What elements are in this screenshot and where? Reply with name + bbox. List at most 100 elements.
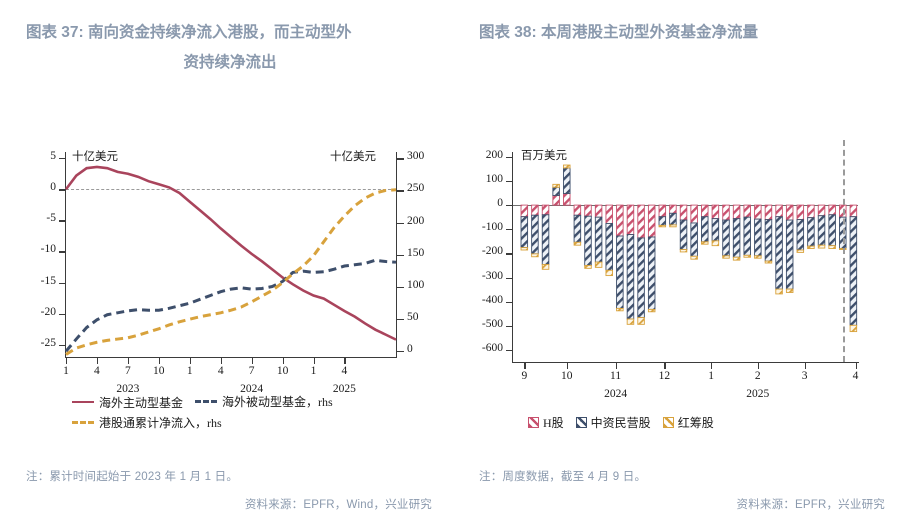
x-tick: [189, 357, 192, 364]
bar-segment-红筹股: [711, 240, 720, 247]
x-tick: [615, 362, 617, 369]
x-tick-label: 1: [708, 370, 714, 382]
bar-segment-H股: [754, 204, 762, 220]
bar-segment-红筹股: [531, 253, 539, 258]
bar-segment-红筹股: [605, 269, 613, 277]
x-tick: [251, 357, 253, 364]
bar-segment-H股: [541, 204, 550, 216]
bar-group: [584, 204, 592, 269]
y-tick: [506, 253, 513, 255]
bar-segment-中资民营股: [849, 216, 858, 326]
y-tick: [506, 301, 513, 303]
x-year-label: 2024: [604, 388, 628, 400]
y-tick-label: -400: [481, 293, 503, 306]
line-series-1: [64, 165, 397, 341]
bar-segment-H股: [828, 204, 836, 216]
bar-segment-中资民营股: [594, 216, 603, 263]
right-y-tick: [397, 318, 404, 320]
right-y-tick: [397, 158, 404, 160]
x-tick: [804, 362, 806, 369]
bar-group: [616, 204, 624, 312]
figure-37-title-line1: 图表 37: 南向资金持续净流入港股，而主动型外: [26, 24, 352, 41]
bar-group: [552, 183, 560, 206]
figure-37-title-line2: 资持续净流出: [183, 54, 277, 71]
right-y-tick-label: 100: [407, 278, 425, 291]
legend-item-3: 港股通累计净流入，rhs: [72, 414, 222, 431]
right-y-tick: [397, 254, 404, 256]
bar-segment-红筹股: [669, 224, 677, 228]
bar-segment-红筹股: [584, 264, 592, 269]
bar-segment-中资民营股: [764, 219, 773, 262]
bar-group: [563, 164, 571, 206]
bar-segment-中资民营股: [796, 219, 805, 251]
legend-item-2: 海外被动型基金，rhs: [195, 393, 333, 410]
x-tick-label: 12: [658, 370, 671, 382]
x-tick-label: 3: [801, 370, 808, 382]
legend-swatch-2: [575, 417, 587, 428]
x-tick-label: 2: [754, 370, 761, 382]
x-tick: [757, 362, 760, 369]
right-y-tick-label: 200: [407, 214, 425, 227]
bar-segment-中资民营股: [754, 218, 762, 257]
left-y-tick: [59, 313, 66, 315]
x-tick: [127, 357, 130, 364]
bar-segment-红筹股: [679, 249, 688, 253]
bar-segment-中资民营股: [647, 236, 656, 310]
bar-segment-红筹股: [732, 256, 741, 261]
bar-segment-H股: [626, 204, 635, 235]
x-axis: [512, 362, 859, 364]
bar-segment-H股: [807, 204, 815, 219]
bar-segment-中资民营股: [616, 235, 624, 309]
right-y-tick: [397, 190, 404, 192]
bar-segment-中资民营股: [541, 214, 550, 265]
bar-segment-H股: [531, 204, 539, 216]
y-tick-label: -500: [481, 317, 503, 330]
right-y-axis: [396, 152, 398, 357]
bar-segment-红筹股: [626, 318, 635, 325]
figure-38-source: 资料来源：EPFR，兴业研究: [736, 499, 885, 511]
x-tick-label: 7: [248, 365, 255, 377]
y-tick: [506, 349, 513, 352]
bar-segment-红筹股: [785, 288, 794, 293]
bar-segment-中资民营股: [690, 222, 698, 257]
bar-segment-H股: [584, 204, 592, 217]
x-tick: [220, 357, 222, 364]
figure-38-note: 注：周度数据，截至 4 月 9 日。: [479, 471, 647, 483]
legend-label-2: 中资民营股: [590, 416, 651, 430]
bar-group: [520, 204, 529, 251]
bar-segment-中资民营股: [552, 186, 560, 196]
figure-38-panel: 图表 38: 本周港股主动型外资基金净流量 200 100 0 -100 -200 -30…: [453, 0, 905, 529]
x-tick: [344, 357, 346, 364]
left-y-tick: [59, 282, 66, 284]
bar-segment-中资民营股: [775, 216, 783, 290]
y-tick: [506, 229, 513, 231]
bar-segment-红筹股: [637, 317, 645, 325]
y-tick: [506, 205, 513, 207]
bar-group: [573, 204, 582, 246]
figure-38-plot: 200 100 0 -100 -200 -300 -400 -500 -600 百万美元 9 10 11…: [482, 140, 859, 400]
bar-group: [637, 204, 645, 325]
bar-segment-红筹股: [807, 245, 815, 249]
bar-group: [849, 204, 858, 333]
left-y-tick-label: 5: [50, 150, 56, 163]
y-tick-label: -100: [481, 221, 503, 234]
bar-segment-中资民营股: [679, 219, 688, 250]
right-y-tick-label: 50: [407, 310, 419, 323]
bar-segment-红筹股: [743, 254, 751, 258]
bar-segment-H股: [849, 204, 858, 218]
x-tick-label: 1: [310, 365, 317, 377]
legend-item-1: H股: [528, 414, 564, 431]
bar-group: [722, 204, 730, 259]
bar-segment-H股: [722, 204, 730, 221]
figure-37-source: 资料来源：EPFR，Wind，兴业研究: [244, 499, 432, 511]
bar-group: [743, 204, 751, 258]
bar-segment-中资民营股: [563, 167, 571, 194]
bar-segment-H股: [594, 204, 603, 218]
x-tick-label: 1: [63, 365, 69, 377]
bar-group: [658, 204, 667, 228]
bar-group: [531, 204, 539, 258]
bar-segment-中资民营股: [743, 216, 751, 256]
x-tick: [855, 362, 857, 369]
y-tick: [506, 277, 513, 279]
right-y-tick-label: 150: [407, 246, 425, 259]
